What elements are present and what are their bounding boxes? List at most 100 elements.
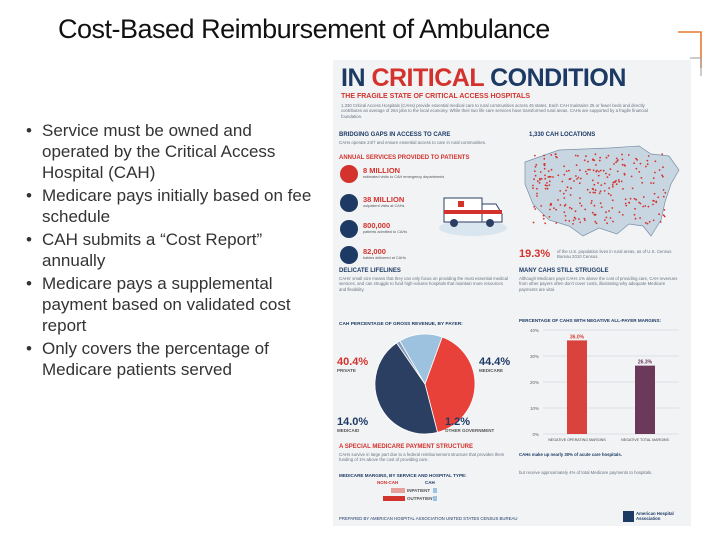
cah-location-dot (608, 187, 611, 189)
pie-private-pct: 40.4% (337, 356, 369, 368)
cah-location-dot (575, 175, 577, 177)
struggle-heading: MANY CAHS STILL STRUGGLE (519, 268, 609, 274)
cah-location-dot (543, 157, 546, 160)
cah-location-dot (591, 211, 594, 214)
cah-location-dot (639, 202, 642, 205)
cah-location-dot (621, 163, 624, 166)
cah-location-dot (555, 155, 557, 158)
cah-location-dot (595, 222, 598, 225)
revenue-pie-chart (374, 333, 476, 435)
cah-location-dot (574, 210, 577, 213)
cah-location-dot (565, 189, 567, 192)
cah-location-dot (564, 219, 567, 222)
cah-location-dot (576, 178, 578, 180)
bar-y-tick: 30% (530, 354, 539, 359)
cah-location-dot (613, 163, 615, 165)
cah-location-dot (575, 164, 578, 167)
margin-bar-cah-in (433, 488, 437, 493)
cah-location-dot (539, 171, 542, 173)
cah-location-dot (557, 174, 560, 177)
cah-location-dot (564, 215, 567, 217)
cah-location-dot (655, 201, 658, 204)
cah-location-dot (566, 186, 569, 189)
cah-location-dot (549, 208, 551, 211)
cah-location-dot (568, 220, 571, 222)
cah-location-dot (550, 202, 552, 205)
cah-location-dot (534, 208, 537, 210)
cah-location-dot (622, 188, 624, 190)
cah-location-dot (544, 222, 547, 225)
bullet-item: Service must be owned and operated by th… (22, 120, 322, 183)
aha-logo-text: American Hospital Association (636, 511, 674, 522)
rural-pct-text: of the U.S. population lives in rural ar… (557, 249, 672, 260)
admission-icon (340, 220, 358, 238)
intro-text: 1,330 Critical Access Hospitals (CAHs) p… (341, 103, 648, 119)
cah-location-dot (594, 220, 597, 223)
cah-location-dot (584, 208, 587, 211)
services-heading: ANNUAL SERVICES PROVIDED TO PATIENTS (339, 155, 470, 161)
bullet-item: Only covers the percentage of Medicare p… (22, 338, 322, 380)
cah-location-dot (642, 196, 645, 198)
pie-medicare-pct: 44.4% (479, 356, 511, 368)
cah-location-dot (621, 158, 624, 161)
special-heading: A SPECIAL MEDICARE PAYMENT STRUCTURE (339, 444, 474, 450)
cah-location-dot (648, 220, 651, 223)
cah-location-dot (573, 180, 575, 182)
cah-location-dot (577, 155, 579, 157)
cah-location-dot (579, 197, 581, 199)
bar-value-label: 26.3% (638, 360, 653, 366)
cah-location-dot (664, 191, 667, 194)
margin-bar-non-cah-in (391, 488, 405, 493)
cah-location-dot (625, 204, 628, 207)
cah-location-dot (538, 182, 541, 184)
cah-location-dot (586, 173, 588, 175)
cah-location-dot (636, 159, 639, 161)
cah-location-dot (654, 171, 656, 174)
cah-location-dot (570, 187, 572, 190)
cah-location-dot (536, 180, 539, 183)
cah-location-dot (553, 207, 555, 209)
cah-location-dot (616, 170, 619, 173)
cah-location-dot (605, 211, 607, 214)
cah-location-dot (606, 222, 608, 225)
stat-babies-value: 82,000 (363, 247, 386, 256)
margin-row-inpatient: INPATIENT (407, 488, 431, 493)
cah-location-dot (599, 202, 602, 205)
cah-location-dot (579, 177, 582, 180)
struggle-text: Although Medicare pays CAHs 1% above the… (519, 276, 678, 292)
cah-location-dot (593, 213, 596, 216)
cah-location-dot (663, 209, 666, 211)
margins-chart-heading: PERCENTAGE OF CAHS WITH NEGATIVE ALL-PAY… (519, 318, 662, 323)
slide-title: Cost-Based Reimbursement of Ambulance (58, 14, 550, 44)
cah-location-dot (592, 191, 595, 194)
cah-location-dot (590, 200, 593, 202)
cah-location-dot (615, 161, 617, 164)
cah-location-dot (610, 194, 612, 197)
cah-location-dot (583, 217, 586, 220)
cah-location-dot (577, 176, 580, 179)
cah-location-dot (612, 181, 615, 184)
stat-er-label: estimated visits to CAH emergency depart… (363, 175, 445, 179)
cah-location-dot (624, 198, 627, 201)
cah-location-dot (662, 175, 664, 178)
cah-location-dot (542, 214, 545, 217)
cah-location-dot (599, 190, 602, 193)
cah-location-dot (594, 189, 597, 192)
cah-location-dot (579, 221, 582, 224)
bullet-item: Medicare pays initially based on fee sch… (22, 185, 322, 227)
cah-location-dot (591, 179, 594, 182)
cah-location-dot (568, 169, 570, 172)
lifelines-text: CAHs' small size means that they can onl… (339, 276, 508, 292)
cah-location-dot (621, 214, 624, 216)
cah-location-dot (536, 195, 538, 197)
cah-location-dot (574, 154, 577, 157)
cah-location-dot (615, 157, 618, 160)
cah-location-dot (640, 177, 643, 179)
cah-location-dot (533, 178, 535, 181)
cah-location-dot (591, 187, 594, 190)
cah-location-dot (589, 191, 591, 194)
cah-location-dot (652, 182, 655, 184)
bar-y-tick: 10% (530, 406, 539, 411)
pie-label-private: 40.4% PRIVATE (337, 356, 368, 373)
cah-location-dot (658, 169, 661, 171)
